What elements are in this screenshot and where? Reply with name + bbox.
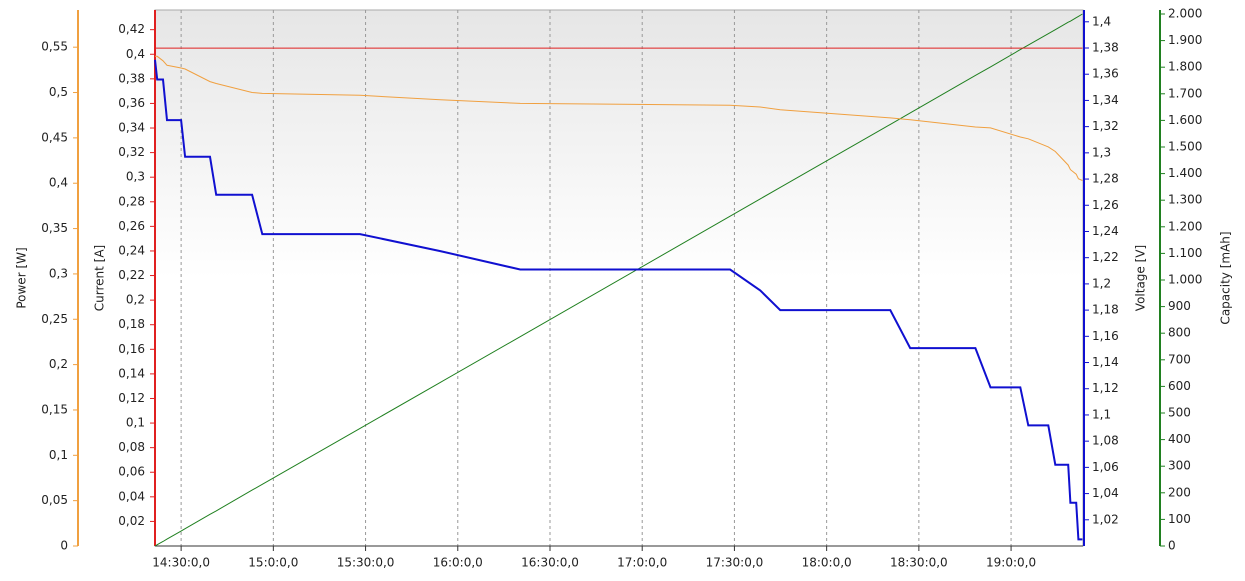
y-tick-label: 0,35 <box>41 221 68 235</box>
y-tick-label: 0,05 <box>41 493 68 507</box>
y-tick-label: 0,1 <box>49 448 68 462</box>
x-tick-label: 15:0:0,0 <box>248 556 298 570</box>
y-tick-label: 0,26 <box>118 219 145 233</box>
y-tick-label: 0,34 <box>118 121 145 135</box>
y-tick-label: 1.200 <box>1168 219 1202 233</box>
x-tick-label: 16:30:0,0 <box>521 556 579 570</box>
y-tick-label: 0,25 <box>41 312 68 326</box>
y-tick-label: 0,45 <box>41 130 68 144</box>
y-axis-title: Voltage [V] <box>1134 245 1148 311</box>
y-tick-label: 1,04 <box>1092 486 1119 500</box>
y-tick-label: 0,36 <box>118 96 145 110</box>
x-tick-label: 16:0:0,0 <box>433 556 483 570</box>
y-tick-label: 1.800 <box>1168 60 1202 74</box>
y-tick-label: 0,06 <box>118 465 145 479</box>
y-tick-label: 1.300 <box>1168 193 1202 207</box>
y-tick-label: 1.600 <box>1168 113 1202 127</box>
y-tick-label: 0,4 <box>49 176 68 190</box>
y-tick-label: 1,3 <box>1092 145 1111 159</box>
y-tick-label: 2.000 <box>1168 6 1202 20</box>
y-tick-label: 0,12 <box>118 391 145 405</box>
x-tick-label: 17:0:0,0 <box>617 556 667 570</box>
y-tick-label: 0,3 <box>126 170 145 184</box>
y-tick-label: 1.700 <box>1168 86 1202 100</box>
x-tick-label: 14:30:0,0 <box>152 556 210 570</box>
y-tick-label: 1,16 <box>1092 329 1119 343</box>
y-tick-label: 500 <box>1168 405 1191 419</box>
y-tick-label: 1,12 <box>1092 381 1119 395</box>
y-tick-label: 1.100 <box>1168 246 1202 260</box>
y-tick-label: 0,02 <box>118 514 145 528</box>
y-tick-label: 0,14 <box>118 366 145 380</box>
y-tick-label: 1,36 <box>1092 67 1119 81</box>
y-tick-label: 0,24 <box>118 243 145 257</box>
y-tick-label: 0,55 <box>41 40 68 54</box>
y-tick-label: 900 <box>1168 299 1191 313</box>
y-tick-label: 1,18 <box>1092 303 1119 317</box>
x-tick-label: 18:30:0,0 <box>890 556 948 570</box>
y-tick-label: 0,2 <box>49 357 68 371</box>
y-tick-label: 1,38 <box>1092 41 1119 55</box>
y-tick-label: 1,22 <box>1092 250 1119 264</box>
y-tick-label: 0,15 <box>41 402 68 416</box>
y-tick-label: 0,28 <box>118 194 145 208</box>
series-line <box>154 13 1083 547</box>
y-tick-label: 1.500 <box>1168 139 1202 153</box>
y-tick-label: 0,2 <box>126 293 145 307</box>
y-tick-label: 300 <box>1168 459 1191 473</box>
y-tick-label: 0,08 <box>118 440 145 454</box>
y-tick-label: 1,28 <box>1092 172 1119 186</box>
y-tick-label: 100 <box>1168 512 1191 526</box>
y-tick-label: 0,1 <box>126 416 145 430</box>
y-axis-title: Power [W] <box>15 247 29 308</box>
x-tick-label: 19:0:0,0 <box>986 556 1036 570</box>
y-tick-label: 1,24 <box>1092 224 1119 238</box>
y-tick-label: 1,14 <box>1092 355 1119 369</box>
y-tick-label: 0,32 <box>118 145 145 159</box>
y-tick-label: 200 <box>1168 485 1191 499</box>
y-tick-label: 0,3 <box>49 266 68 280</box>
y-tick-label: 1,32 <box>1092 119 1119 133</box>
y-tick-label: 0,42 <box>118 22 145 36</box>
y-tick-label: 1,34 <box>1092 93 1119 107</box>
y-tick-label: 400 <box>1168 432 1191 446</box>
y-tick-label: 1,4 <box>1092 14 1111 28</box>
y-tick-label: 700 <box>1168 352 1191 366</box>
series-line <box>154 59 1083 541</box>
y-tick-label: 0,38 <box>118 71 145 85</box>
x-tick-label: 18:0:0,0 <box>802 556 852 570</box>
y-tick-label: 0,4 <box>126 47 145 61</box>
y-tick-label: 1.400 <box>1168 166 1202 180</box>
y-tick-label: 0,22 <box>118 268 145 282</box>
y-tick-label: 1,02 <box>1092 512 1119 526</box>
y-tick-label: 0,5 <box>49 85 68 99</box>
y-axis-title: Capacity [mAh] <box>1219 231 1233 324</box>
y-tick-label: 600 <box>1168 379 1191 393</box>
y-tick-label: 0,04 <box>118 489 145 503</box>
y-tick-label: 0,18 <box>118 317 145 331</box>
y-tick-label: 1,1 <box>1092 407 1111 421</box>
y-tick-label: 1,06 <box>1092 460 1119 474</box>
y-tick-label: 0 <box>1168 539 1176 553</box>
series-line <box>155 55 1083 181</box>
y-tick-label: 1.900 <box>1168 33 1202 47</box>
y-tick-label: 1.000 <box>1168 272 1202 286</box>
y-tick-label: 0 <box>60 539 68 553</box>
y-tick-label: 1,08 <box>1092 434 1119 448</box>
x-tick-label: 17:30:0,0 <box>706 556 764 570</box>
x-tick-label: 15:30:0,0 <box>337 556 395 570</box>
y-tick-label: 800 <box>1168 326 1191 340</box>
y-tick-label: 0,16 <box>118 342 145 356</box>
y-axis-title: Current [A] <box>93 245 107 311</box>
y-tick-label: 1,2 <box>1092 276 1111 290</box>
y-tick-label: 1,26 <box>1092 198 1119 212</box>
